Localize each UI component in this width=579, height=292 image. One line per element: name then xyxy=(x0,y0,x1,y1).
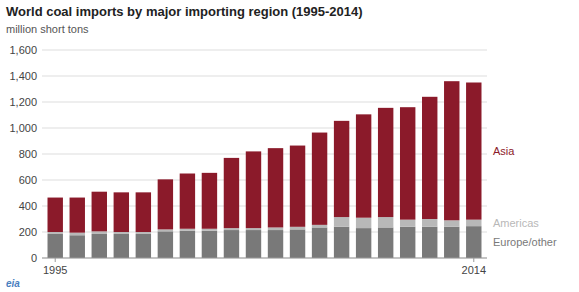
bar xyxy=(378,108,393,217)
y-tick-label: 1,400 xyxy=(9,70,37,82)
grid-line xyxy=(42,180,487,181)
bar xyxy=(48,198,63,232)
bar xyxy=(290,146,305,227)
grid-line xyxy=(42,154,487,155)
bar xyxy=(180,231,195,258)
bar xyxy=(136,232,151,234)
grid-line xyxy=(42,102,487,103)
bar xyxy=(400,227,415,258)
legend-label: Europe/other xyxy=(493,236,557,248)
bar xyxy=(158,231,173,258)
bar xyxy=(422,227,437,258)
grid-line xyxy=(42,206,487,207)
subtitle: million short tons xyxy=(6,23,89,35)
bar xyxy=(114,192,129,232)
bar xyxy=(444,227,459,258)
y-tick-label: 400 xyxy=(19,200,37,212)
x-axis-line xyxy=(42,258,487,259)
bar xyxy=(400,107,415,219)
bar xyxy=(136,234,151,258)
bar xyxy=(114,232,129,234)
bar xyxy=(312,225,327,228)
bar xyxy=(224,158,239,228)
bar xyxy=(422,97,437,219)
bar xyxy=(378,217,393,227)
bar xyxy=(312,133,327,225)
x-tick-label: 1995 xyxy=(43,264,67,276)
bar xyxy=(246,151,261,228)
series xyxy=(48,81,482,232)
bar xyxy=(290,227,305,230)
legend-label: Asia xyxy=(493,145,515,157)
bar xyxy=(180,174,195,229)
bar xyxy=(268,227,283,230)
legend: Europe/other Americas Asia xyxy=(493,145,557,248)
bar xyxy=(202,173,217,229)
x-tick xyxy=(55,258,56,262)
bar xyxy=(136,192,151,232)
grid-line xyxy=(42,50,487,51)
grid-line xyxy=(42,232,487,233)
y-tick-label: 1,000 xyxy=(9,122,37,134)
title: World coal imports by major importing re… xyxy=(6,4,363,19)
bar xyxy=(246,228,261,230)
bar xyxy=(268,230,283,258)
grid-line xyxy=(42,128,487,129)
y-tick-label: 200 xyxy=(19,226,37,238)
x-tick-label: 2014 xyxy=(462,264,486,276)
bar xyxy=(92,192,107,232)
bar xyxy=(356,218,371,228)
bar xyxy=(356,114,371,217)
annotation: eia xyxy=(6,278,20,289)
bar xyxy=(224,228,239,230)
bar xyxy=(180,229,195,231)
bar xyxy=(334,227,349,258)
chart-container: World coal imports by major importing re… xyxy=(0,0,579,292)
legend-label: Americas xyxy=(493,217,539,229)
chart: World coal imports by major importing re… xyxy=(0,0,579,292)
bar xyxy=(114,234,129,258)
bar xyxy=(70,235,85,258)
bars xyxy=(48,81,482,258)
bar xyxy=(356,228,371,258)
bar xyxy=(290,229,305,258)
bar xyxy=(422,219,437,227)
y-tick-label: 600 xyxy=(19,174,37,186)
bar xyxy=(268,148,283,227)
y-grid: 0 200 400 600 800 1,000 1,200 1,400 1,600 xyxy=(9,44,487,264)
bar xyxy=(48,232,63,234)
bar xyxy=(466,220,481,227)
bar xyxy=(92,234,107,258)
bar xyxy=(444,220,459,227)
bar xyxy=(334,121,349,217)
bar xyxy=(466,226,481,258)
bar xyxy=(202,229,217,231)
y-tick-label: 800 xyxy=(19,148,37,160)
y-tick-label: 1,200 xyxy=(9,96,37,108)
bar xyxy=(70,233,85,236)
grid-line xyxy=(42,76,487,77)
bar xyxy=(334,217,349,227)
bar xyxy=(246,230,261,258)
grid-line xyxy=(42,258,487,259)
bar xyxy=(224,230,239,258)
y-tick-label: 1,600 xyxy=(9,44,37,56)
bar xyxy=(202,231,217,258)
bar xyxy=(158,229,173,231)
y-tick-label: 0 xyxy=(31,252,37,264)
bar xyxy=(312,227,327,258)
bar xyxy=(444,81,459,220)
series xyxy=(48,217,482,235)
bar xyxy=(378,227,393,258)
bar xyxy=(92,231,107,234)
bar xyxy=(70,198,85,233)
bar xyxy=(158,179,173,229)
bar xyxy=(400,220,415,227)
x-tick xyxy=(473,258,474,262)
bar xyxy=(466,83,481,220)
bar xyxy=(48,234,63,258)
series xyxy=(48,226,482,258)
